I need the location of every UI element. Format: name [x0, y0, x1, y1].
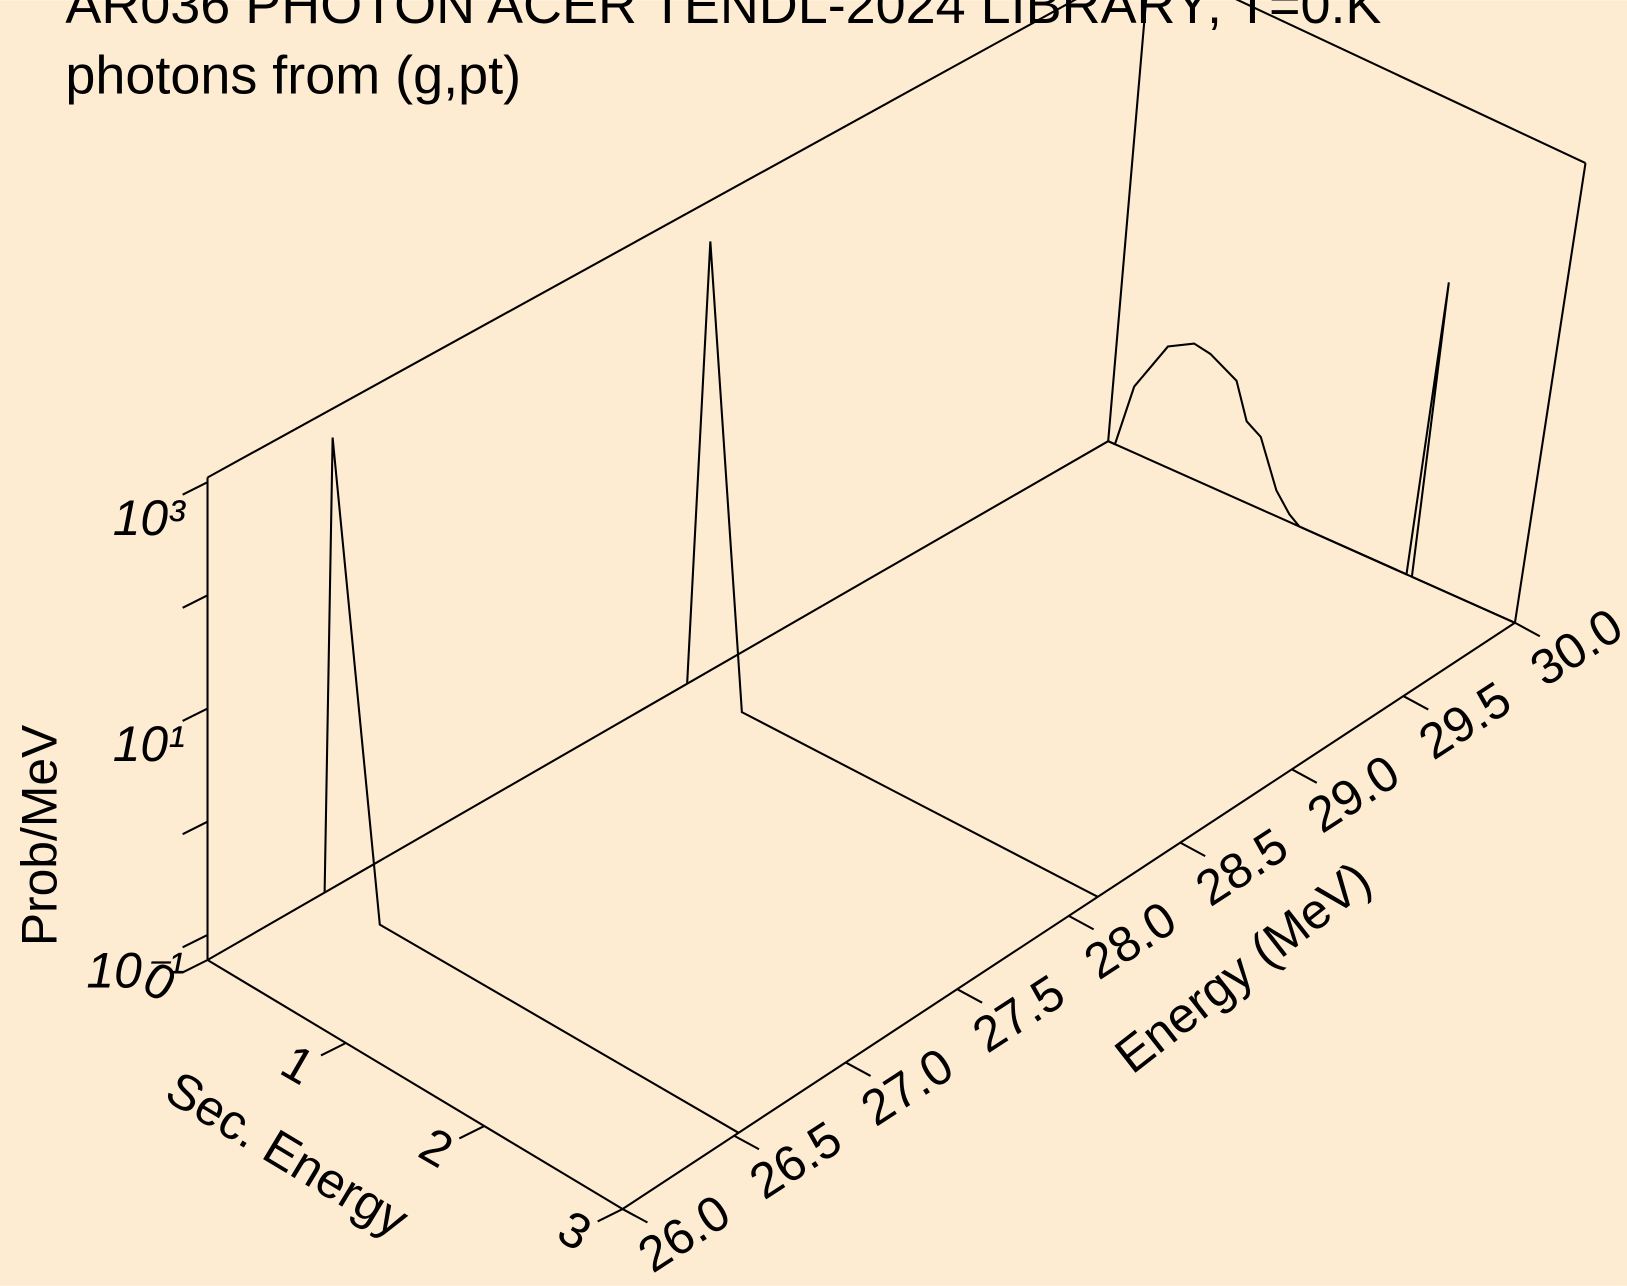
box-edge: [1107, 0, 1148, 442]
z-tick-label: 10³: [113, 490, 186, 546]
spectrum: [1107, 282, 1516, 624]
x-tick: [1402, 695, 1429, 711]
x-tick: [622, 1208, 648, 1224]
y-axis-line: [206, 959, 624, 1210]
z-tick-label: 10⁻¹: [86, 942, 184, 998]
z-tick-label: 10¹: [113, 716, 185, 772]
x-tick: [956, 988, 983, 1004]
z-tick: [182, 707, 208, 722]
box-edge: [1235, 0, 1586, 165]
z-tick: [182, 820, 208, 836]
spectrum-line: [1107, 282, 1516, 624]
y-tick: [458, 1125, 485, 1140]
box-edge: [1513, 162, 1587, 623]
x-tick: [733, 1134, 760, 1151]
spectrum-line: [323, 437, 740, 1134]
z-tick: [182, 933, 208, 949]
chart-subtitle: photons from (g,pt): [65, 46, 521, 106]
box-edge: [207, 0, 1077, 479]
y-tick: [182, 959, 208, 974]
chart-title: AR036 PHOTON ACER TENDL-2024 LIBRARY; T=…: [65, 0, 1381, 35]
z-tick: [182, 594, 208, 609]
x-tick: [1068, 914, 1095, 931]
box-edge: [207, 440, 1109, 961]
x-tick: [1514, 621, 1541, 638]
z-tick: [182, 481, 208, 496]
x-tick: [845, 1061, 872, 1077]
spectrum-line: [686, 241, 1099, 898]
x-tick: [1291, 768, 1318, 784]
y-tick: [320, 1042, 347, 1057]
spectrum: [323, 437, 740, 1134]
y-tick: [597, 1208, 624, 1223]
z-axis-title: Prob/MeV: [12, 725, 68, 946]
x-tick: [1179, 841, 1206, 858]
spectrum: [686, 241, 1099, 898]
